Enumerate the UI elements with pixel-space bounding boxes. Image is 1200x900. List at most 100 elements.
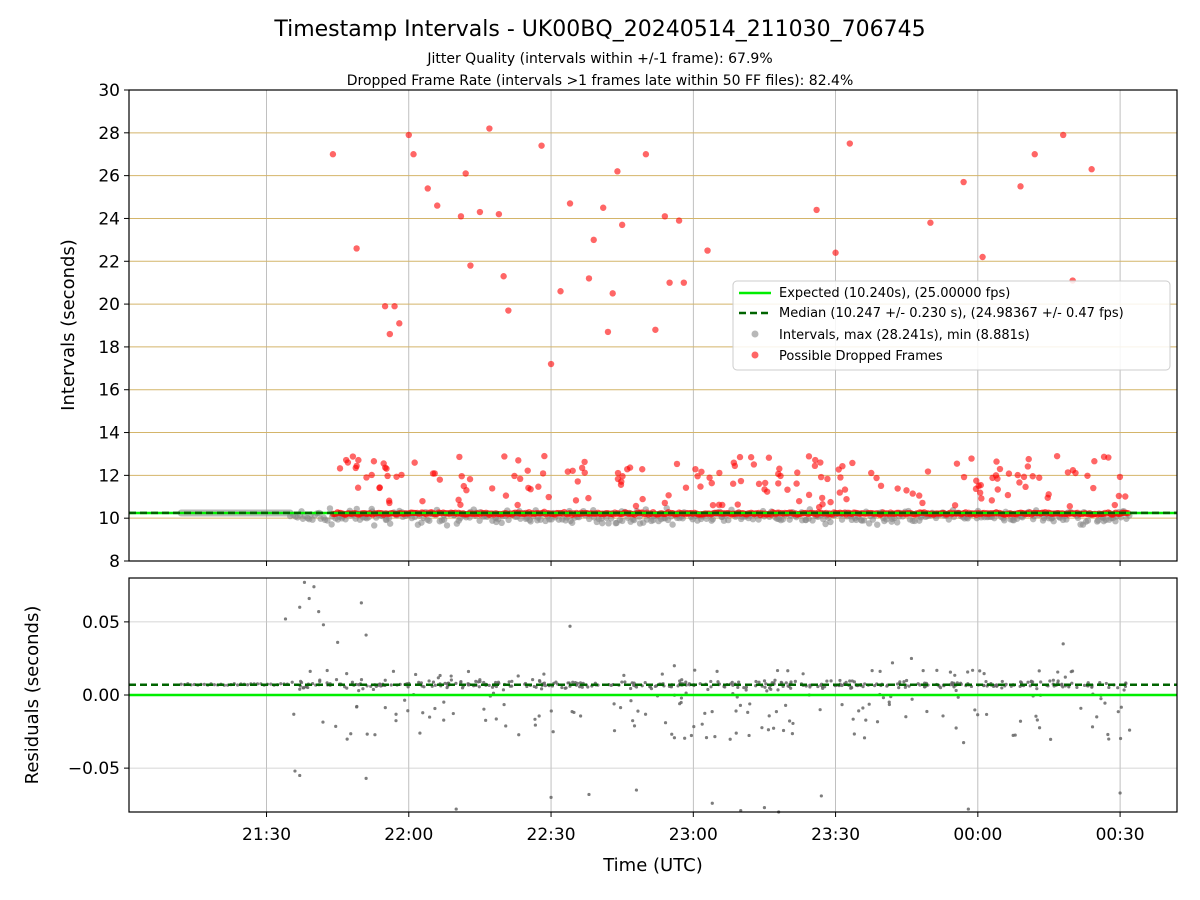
residual-point (364, 633, 368, 637)
dropped-frame-point (539, 470, 547, 477)
dropped-frame-point (755, 480, 763, 488)
residual-point (754, 679, 758, 684)
residual-point (494, 717, 498, 721)
residual-point (710, 801, 714, 805)
residual-point (403, 698, 407, 702)
intervals-panel: 8 10 12 14 16 18 20 22 24 26 28 30 (98, 81, 1178, 572)
interval-point (328, 521, 335, 528)
residual-point (716, 680, 720, 684)
residual-point (321, 720, 325, 724)
residual-point (676, 684, 680, 688)
dropped-frame-point (457, 213, 465, 220)
residual-point (245, 683, 250, 687)
dropped-frame-point (973, 477, 980, 484)
residual-point (709, 685, 713, 689)
residual-point (875, 720, 880, 724)
dropped-frame-point (665, 492, 672, 499)
residual-point (742, 685, 746, 690)
dropped-frame-point (525, 484, 532, 492)
dropped-frame-point (590, 236, 597, 244)
dropped-frame-point (873, 474, 880, 482)
residual-point (359, 678, 364, 682)
residual-point (700, 722, 704, 726)
residual-point (961, 741, 966, 745)
residual-point (973, 708, 977, 712)
residual-point (507, 680, 511, 684)
residual-point (1103, 701, 1107, 705)
interval-point (991, 514, 998, 522)
dropped-frame-point (972, 485, 980, 493)
residual-point (1037, 726, 1042, 730)
top-y-tick-label: 30 (98, 81, 120, 101)
residual-point (306, 685, 310, 690)
residual-point (1039, 680, 1043, 684)
residual-point (680, 678, 684, 682)
dropped-frame-point (581, 469, 588, 476)
residual-point (1026, 680, 1030, 684)
residual-point (279, 682, 283, 686)
residual-point (904, 715, 908, 719)
dropped-frame-point (566, 200, 574, 207)
dropped-frame-point (384, 472, 391, 480)
residual-point (490, 685, 495, 689)
legend-intervals-marker (751, 330, 759, 338)
dropped-frame-point (466, 475, 474, 483)
residual-point (736, 685, 740, 689)
residual-point (710, 710, 714, 714)
x-axis-label: Time (UTC) (602, 855, 703, 876)
interval-point (709, 515, 717, 523)
residual-points (179, 580, 1132, 814)
residual-point (442, 718, 446, 722)
residual-point (345, 737, 349, 741)
residual-point (371, 687, 376, 692)
residual-point (956, 695, 960, 699)
dropped-frame-point (841, 486, 849, 493)
residual-point (482, 707, 486, 711)
chart-title: Timestamp Intervals - UK00BQ_20240514_21… (273, 17, 925, 42)
dropped-frame-point (729, 480, 737, 487)
top-y-tick-label: 26 (98, 167, 120, 187)
dropped-frame-point (1090, 484, 1097, 492)
residual-point (757, 680, 761, 684)
residual-point (829, 679, 833, 683)
interval-point (440, 516, 448, 523)
residual-point (890, 661, 895, 665)
dropped-frame-point (1016, 479, 1023, 486)
residual-point (570, 710, 574, 714)
residual-point (564, 686, 568, 690)
residual-point (819, 794, 823, 798)
dropped-frame-point (1116, 473, 1124, 481)
bottom-y-tick-label: 0.05 (82, 613, 120, 633)
residual-point (1116, 710, 1120, 714)
residual-point (801, 672, 805, 676)
residual-point (623, 680, 627, 684)
residual-point (539, 687, 544, 691)
dropped-frame-point (434, 202, 441, 209)
residual-point (312, 585, 316, 589)
interval-point (1001, 517, 1008, 524)
residual-point (672, 664, 676, 668)
dropped-frame-point (813, 206, 820, 214)
interval-point (568, 519, 576, 526)
residual-point (679, 700, 683, 705)
residual-point (774, 710, 779, 714)
interval-point (517, 515, 524, 522)
interval-point (619, 517, 626, 525)
residual-point (916, 682, 920, 686)
residual-point (579, 714, 583, 718)
residual-point (825, 679, 829, 683)
interval-point (911, 517, 918, 525)
dropped-frame-point (805, 453, 813, 460)
residual-point (660, 672, 664, 676)
residual-point (1000, 679, 1004, 684)
residual-point (1107, 737, 1111, 741)
residual-point (1035, 687, 1039, 691)
residual-point (484, 718, 488, 722)
residual-point (1070, 681, 1074, 685)
residual-point (1106, 732, 1110, 737)
dropped-frame-point (393, 473, 400, 480)
dropped-frame-point (988, 497, 996, 504)
dropped-frame-point (716, 469, 723, 477)
residual-point (202, 682, 206, 686)
dropped-frame-point (624, 465, 631, 473)
